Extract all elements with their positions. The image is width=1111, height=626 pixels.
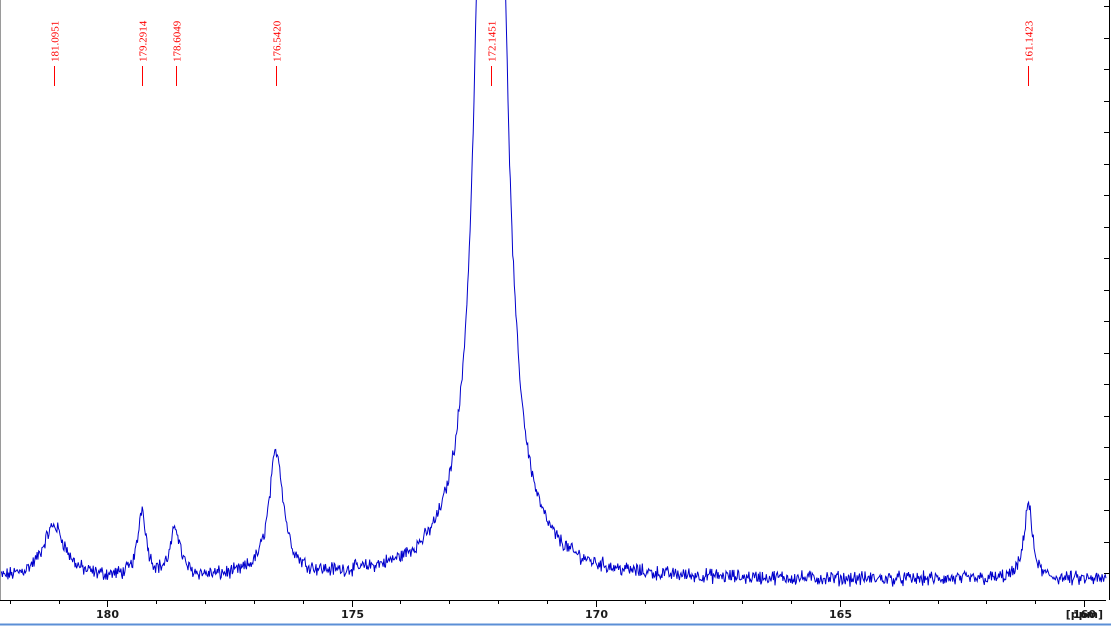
x-tick-label: 165 bbox=[829, 608, 852, 621]
x-unit-label: [ppm] bbox=[1066, 608, 1103, 621]
right-y-axis-ticks bbox=[1104, 0, 1110, 600]
x-tick-label: 160 bbox=[1073, 608, 1096, 621]
peak-label: 172.1451 bbox=[487, 21, 499, 62]
spectrum-line bbox=[0, 0, 1107, 587]
peak-label: 176.5420 bbox=[272, 20, 284, 62]
peak-labels-layer: 181.0951 179.2914 178.6049 176.5420 172.1451… bbox=[50, 20, 1036, 86]
peak-label: 178.6049 bbox=[172, 20, 184, 62]
x-tick-label: 180 bbox=[96, 608, 119, 621]
x-tick-label: 175 bbox=[341, 608, 364, 621]
peak-label: 161.1423 bbox=[1024, 20, 1036, 62]
peak-label: 181.0951 bbox=[50, 21, 62, 62]
spectrum-trace-layer bbox=[0, 0, 1107, 587]
x-tick-label: 170 bbox=[585, 608, 608, 621]
peak-label: 179.2914 bbox=[138, 20, 150, 62]
